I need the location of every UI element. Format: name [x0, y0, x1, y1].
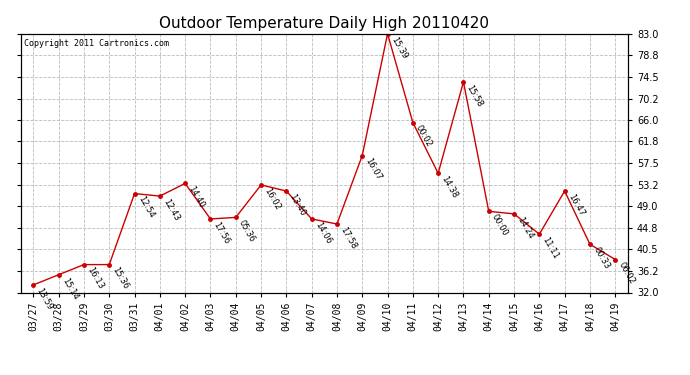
Text: 13:40: 13:40 [288, 192, 308, 217]
Text: 11:11: 11:11 [541, 236, 560, 261]
Text: 16:47: 16:47 [566, 192, 586, 218]
Text: 17:58: 17:58 [338, 225, 358, 251]
Text: 15:58: 15:58 [465, 83, 484, 108]
Text: 15:39: 15:39 [389, 35, 408, 60]
Text: 15:14: 15:14 [60, 276, 80, 301]
Text: 00:00: 00:00 [490, 213, 510, 238]
Text: 16:02: 16:02 [262, 186, 282, 211]
Text: 00:02: 00:02 [414, 124, 434, 149]
Text: 12:54: 12:54 [136, 195, 156, 220]
Text: 14:06: 14:06 [313, 220, 333, 246]
Text: 17:56: 17:56 [212, 220, 232, 246]
Text: 15:36: 15:36 [110, 266, 130, 291]
Text: 14:40: 14:40 [186, 185, 206, 210]
Text: 00:33: 00:33 [591, 246, 611, 271]
Text: 16:13: 16:13 [86, 266, 105, 291]
Text: 05:36: 05:36 [237, 219, 257, 244]
Text: Copyright 2011 Cartronics.com: Copyright 2011 Cartronics.com [23, 39, 169, 48]
Text: 13:59: 13:59 [34, 286, 55, 312]
Title: Outdoor Temperature Daily High 20110420: Outdoor Temperature Daily High 20110420 [159, 16, 489, 31]
Text: 14:38: 14:38 [440, 175, 460, 200]
Text: 16:07: 16:07 [364, 157, 384, 182]
Text: 14:24: 14:24 [515, 215, 535, 240]
Text: 06:02: 06:02 [617, 261, 636, 286]
Text: 12:43: 12:43 [161, 198, 181, 223]
